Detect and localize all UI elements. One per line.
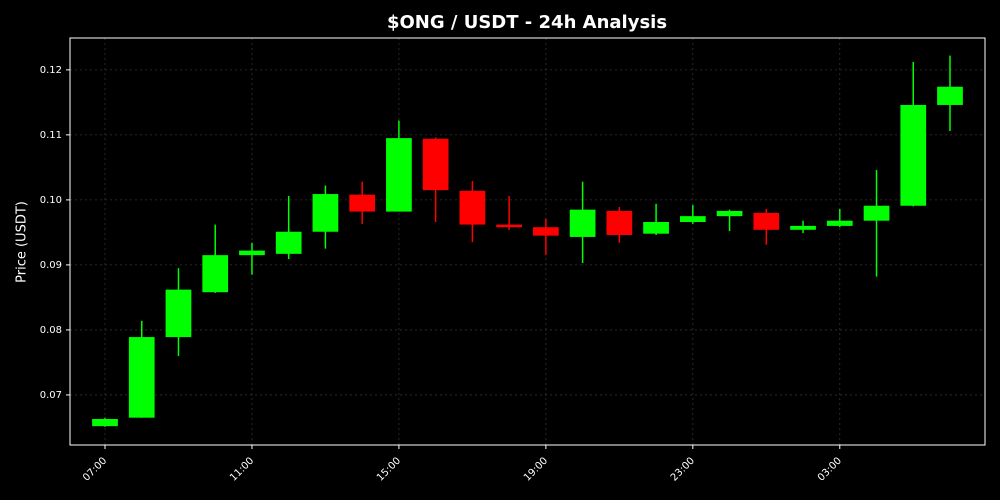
candle-body (165, 289, 192, 338)
candle-body (606, 210, 633, 235)
y-tick-label: 0.10 (40, 195, 62, 206)
plot-frame (69, 37, 986, 446)
candle-body (386, 138, 412, 212)
candle-body (275, 231, 302, 254)
candle-body (422, 138, 449, 191)
candle-body (790, 225, 816, 230)
candle-body (92, 418, 118, 427)
candle-body (863, 205, 890, 221)
candle-body (312, 194, 339, 232)
candle-body (533, 227, 559, 236)
y-tick-label: 0.11 (40, 130, 62, 141)
candle-body (128, 337, 155, 418)
y-axis-label: Price (USDT) (15, 201, 30, 283)
candle-body (496, 224, 522, 228)
y-tick-label: 0.09 (40, 260, 62, 271)
candle-body (459, 190, 486, 225)
candle-body (716, 210, 743, 217)
candle-body (826, 220, 853, 226)
candle-body (937, 86, 963, 105)
candle-body (643, 221, 669, 234)
y-tick-label: 0.12 (40, 65, 62, 76)
y-tick-label: 0.07 (40, 390, 62, 401)
chart-title: $ONG / USDT - 24h Analysis (387, 12, 667, 33)
candle-body (239, 250, 265, 256)
candle-body (900, 104, 927, 206)
candle-body (569, 209, 596, 237)
candle-body (349, 194, 376, 212)
y-tick-label: 0.08 (40, 325, 62, 336)
candle-body (679, 216, 706, 222)
candle-body (753, 212, 780, 230)
candle-body (202, 255, 229, 293)
